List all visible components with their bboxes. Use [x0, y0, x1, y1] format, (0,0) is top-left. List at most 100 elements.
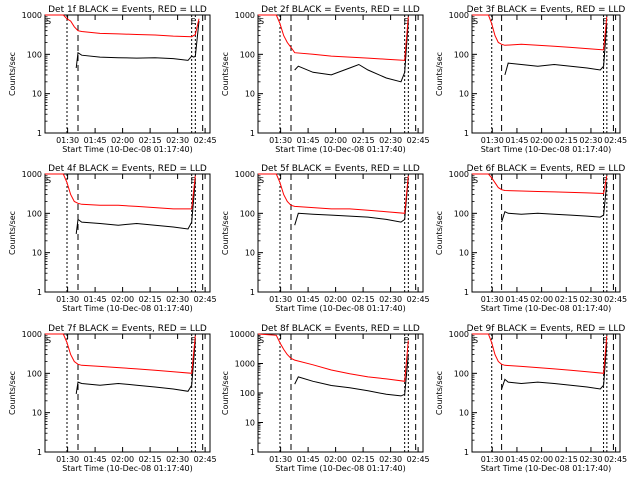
panel-2: Det 2f BLACK = Events, RED = LLD 1 10 100 10… — [221, 5, 430, 154]
panel-title: Det 7f BLACK = Events, RED = LLD — [48, 324, 207, 334]
series-lld — [258, 173, 409, 214]
x-axis-label: Start Time (10-Dec-08 01:17:40) — [481, 304, 612, 313]
y-tick-label: 10 — [245, 419, 255, 428]
y-axis-label: Counts/sec — [435, 52, 444, 96]
x-tick-label: 01:45 — [84, 136, 107, 145]
series-lld — [258, 14, 409, 61]
x-tick-label: 01:45 — [505, 295, 528, 304]
panel-1: Det 1f BLACK = Events, RED = LLD 1 10 100 10… — [8, 5, 217, 154]
plot-frame — [471, 173, 621, 293]
x-tick-label: 01:45 — [84, 455, 107, 464]
x-tick-label: 01:45 — [297, 455, 320, 464]
y-tick-label: 1000 — [449, 330, 469, 339]
panel-title: Det 2f BLACK = Events, RED = LLD — [261, 5, 420, 15]
x-tick-label: 01:30 — [56, 295, 79, 304]
x-tick-label: 02:15 — [555, 295, 578, 304]
y-tick-label: 100 — [240, 50, 255, 59]
start-marker-label: S — [473, 17, 478, 26]
x-tick-label: 02:00 — [111, 455, 134, 464]
end-marker-label: E — [191, 176, 196, 185]
plot-frame — [471, 333, 621, 453]
x-tick-label: 02:30 — [579, 295, 602, 304]
x-axis-label: Start Time (10-Dec-08 01:17:40) — [275, 304, 406, 313]
series-lld — [45, 173, 196, 210]
panel-3: Det 3f BLACK = Events, RED = LLD 1 10 100 10… — [435, 5, 627, 154]
series-lld — [257, 333, 409, 382]
y-tick-label: 1000 — [22, 330, 42, 339]
y-axis-label: Counts/sec — [8, 371, 17, 415]
y-tick-label: 1000 — [235, 170, 255, 179]
y-tick-label: 100 — [27, 369, 42, 378]
start-marker-label: S — [259, 17, 264, 26]
y-tick-label: 1000 — [235, 360, 255, 369]
x-tick-label: 01:30 — [269, 136, 292, 145]
x-tick-label: 01:45 — [84, 295, 107, 304]
plot-frame — [44, 333, 211, 453]
x-tick-label: 02:00 — [530, 136, 553, 145]
x-tick-label: 02:15 — [139, 295, 162, 304]
series-events — [501, 342, 608, 390]
series-events — [75, 340, 196, 394]
x-tick-label: 01:30 — [269, 295, 292, 304]
y-tick-label: 10 — [459, 90, 469, 99]
x-axis-label: Start Time (10-Dec-08 01:17:40) — [275, 464, 406, 473]
y-tick-label: 1000 — [449, 170, 469, 179]
x-tick-label: 01:45 — [297, 136, 320, 145]
y-tick-label: 1000 — [22, 11, 42, 20]
y-tick-label: 10 — [459, 409, 469, 418]
start-marker-label: S — [46, 176, 51, 185]
x-tick-label: 01:30 — [481, 455, 504, 464]
plot-frame — [257, 14, 424, 134]
x-tick-label: 02:00 — [111, 295, 134, 304]
x-tick-label: 02:30 — [379, 295, 402, 304]
start-marker-label: S — [259, 176, 264, 185]
panel-6: Det 6f BLACK = Events, RED = LLD 1 10 100 10… — [435, 164, 627, 313]
series-events — [294, 21, 409, 83]
y-tick-label: 1 — [464, 129, 469, 138]
x-tick-label: 02:45 — [407, 295, 430, 304]
y-axis-label: Counts/sec — [8, 52, 17, 96]
y-tick-label: 1 — [250, 129, 255, 138]
series-events — [75, 180, 196, 234]
start-marker-label: S — [473, 176, 478, 185]
x-tick-label: 01:30 — [56, 455, 79, 464]
series-events — [504, 23, 608, 76]
series-events — [501, 182, 608, 223]
x-axis-label: Start Time (10-Dec-08 01:17:40) — [275, 145, 406, 154]
y-axis-label: Counts/sec — [435, 371, 444, 415]
panel-8: Det 8f BLACK = Events, RED = LLD 1 10 100 10… — [221, 324, 430, 473]
plot-frame — [44, 173, 211, 293]
y-tick-label: 100 — [454, 50, 469, 59]
x-tick-label: 01:30 — [481, 136, 504, 145]
x-axis-label: Start Time (10-Dec-08 01:17:40) — [62, 145, 193, 154]
x-axis-label: Start Time (10-Dec-08 01:17:40) — [481, 464, 612, 473]
panel-title: Det 1f BLACK = Events, RED = LLD — [48, 5, 207, 15]
x-tick-label: 01:30 — [56, 136, 79, 145]
end-marker-label: E — [404, 176, 409, 185]
end-marker-label: E — [404, 17, 409, 26]
panel-4: Det 4f BLACK = Events, RED = LLD 1 10 100 10… — [8, 164, 217, 313]
series-events — [294, 177, 409, 226]
x-tick-label: 02:45 — [407, 136, 430, 145]
y-tick-label: 1000 — [22, 170, 42, 179]
panel-title: Det 4f BLACK = Events, RED = LLD — [48, 164, 207, 174]
x-tick-label: 02:30 — [166, 295, 189, 304]
x-tick-label: 02:00 — [530, 295, 553, 304]
start-marker-label: S — [473, 336, 478, 345]
x-tick-label: 02:30 — [166, 455, 189, 464]
start-marker-label: S — [46, 336, 51, 345]
x-tick-label: 01:45 — [505, 136, 528, 145]
x-tick-label: 02:15 — [352, 455, 375, 464]
y-tick-label: 10 — [459, 249, 469, 258]
panel-title: Det 8f BLACK = Events, RED = LLD — [261, 324, 420, 334]
x-tick-label: 02:15 — [139, 455, 162, 464]
panel-7: Det 7f BLACK = Events, RED = LLD 1 10 100 10… — [8, 324, 217, 473]
x-axis-label: Start Time (10-Dec-08 01:17:40) — [62, 464, 193, 473]
y-tick-label: 1 — [37, 129, 42, 138]
x-axis-label: Start Time (10-Dec-08 01:17:40) — [62, 304, 193, 313]
panel-title: Det 6f BLACK = Events, RED = LLD — [467, 164, 626, 174]
y-axis-label: Counts/sec — [221, 211, 230, 255]
start-marker-label: S — [46, 17, 51, 26]
